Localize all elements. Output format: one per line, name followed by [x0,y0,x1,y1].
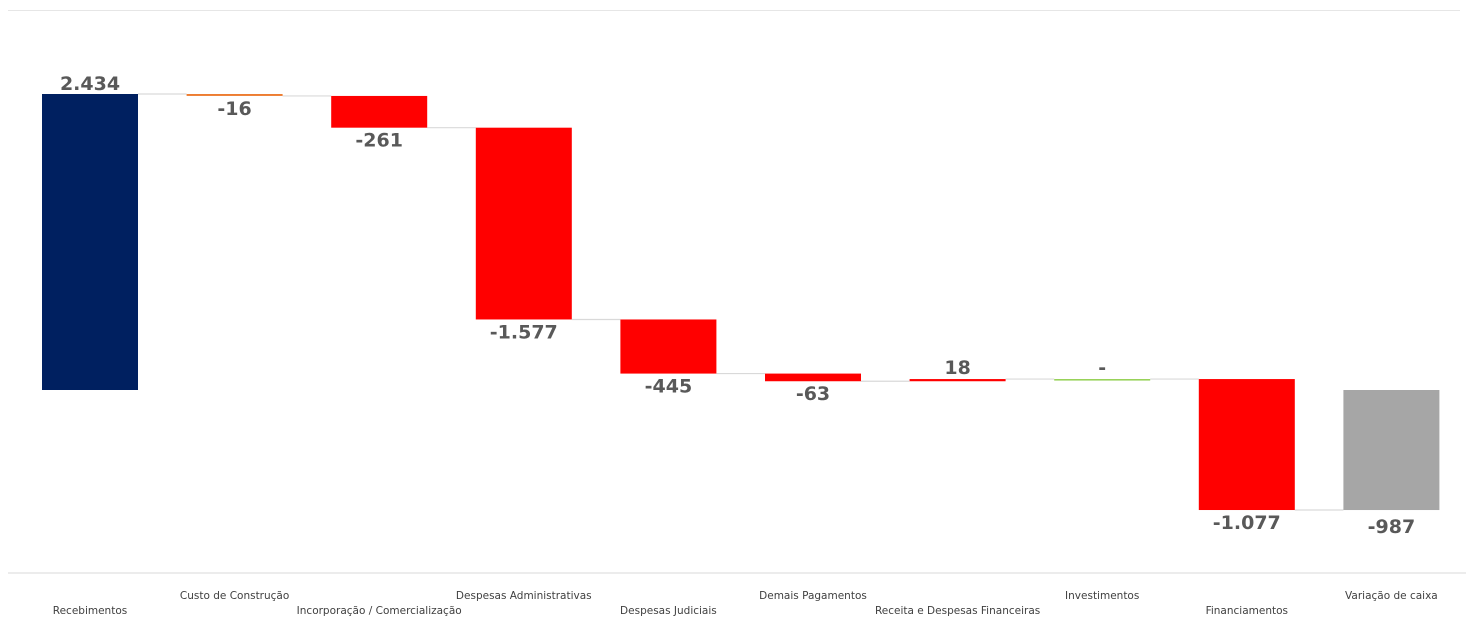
category-label-investimentos: Investimentos [1065,590,1139,602]
category-label-incorporacao-comercializacao: Incorporação / Comercialização [297,605,462,617]
bars [42,94,1440,511]
data-labels: 2.434 -16 -261 -1.577 -445 -63 18 - -1.077 -987 [60,73,1415,538]
data-label-financiamentos: -1.077 [1213,512,1281,534]
bar-despesas-administrativas [475,127,572,320]
category-label-demais-pagamentos: Demais Pagamentos [759,590,867,602]
category-label-despesas-judiciais: Despesas Judiciais [620,605,717,617]
data-label-demais-pagamentos: -63 [796,383,830,405]
data-label-despesas-administrativas: -1.577 [490,321,558,343]
category-label-receita-e-despesas-financeiras: Receita e Despesas Financeiras [875,605,1040,617]
data-label-custo-de-construcao: -16 [217,98,251,120]
category-labels: Recebimentos Custo de Construção Incorpora… [53,590,1438,617]
data-label-investimentos: - [1098,357,1106,379]
bar-incorporacao-comercializacao [331,95,428,128]
data-label-recebimentos: 2.434 [60,73,120,95]
bar-custo-de-construcao [186,94,283,96]
data-label-variacao-de-caixa: -987 [1368,516,1416,538]
data-label-incorporacao-comercializacao: -261 [355,130,403,152]
top-border [8,10,1460,11]
category-label-custo-de-construcao: Custo de Construção [180,590,289,602]
category-label-financiamentos: Financiamentos [1206,605,1288,617]
data-label-despesas-judiciais: -445 [645,376,693,398]
bar-variacao-de-caixa [1343,390,1440,511]
category-label-variacao-de-caixa: Variação de caixa [1345,590,1438,602]
bar-demais-pagamentos [765,373,861,382]
bar-recebimentos [42,94,138,390]
connectors [138,93,1344,511]
category-label-recebimentos: Recebimentos [53,605,127,617]
category-label-despesas-administrativas: Despesas Administrativas [456,590,592,602]
bar-receita-e-despesas-financeiras [909,379,1006,382]
bar-investimentos [1054,379,1151,381]
bar-despesas-judiciais [620,319,717,374]
bar-financiamentos [1198,379,1295,511]
data-label-receita-e-despesas-financeiras: 18 [944,357,970,379]
